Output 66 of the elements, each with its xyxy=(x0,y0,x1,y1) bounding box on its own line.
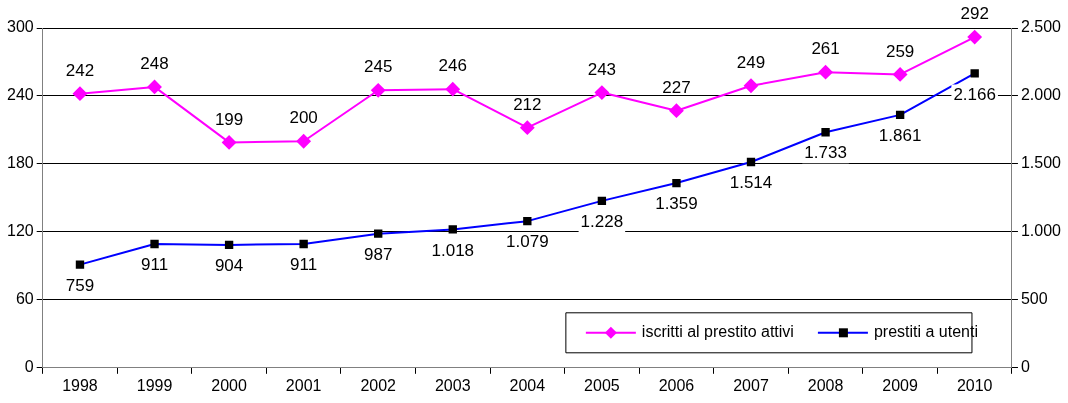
y2-tick-label: 0 xyxy=(1020,358,1030,376)
point xyxy=(72,86,87,101)
data-label: 259 xyxy=(885,41,915,61)
x-tick-label: 2008 xyxy=(807,376,844,394)
x-tick-label: 2007 xyxy=(733,376,769,394)
x-tick-label: 2002 xyxy=(360,376,397,394)
point xyxy=(147,79,162,94)
data-label: 212 xyxy=(513,94,542,114)
y2-tick-label: 2.000 xyxy=(1020,86,1062,104)
data-label: 1.359 xyxy=(655,194,698,214)
legend-label: iscritti al prestito attivi xyxy=(641,323,794,341)
data-label: 199 xyxy=(214,109,244,129)
point xyxy=(520,120,535,135)
point xyxy=(967,30,982,45)
data-label: 227 xyxy=(662,77,691,97)
point xyxy=(594,85,609,100)
point xyxy=(893,67,908,82)
y-tick-label: 180 xyxy=(6,154,34,172)
data-label: 911 xyxy=(140,255,169,275)
data-label: 246 xyxy=(438,56,467,76)
data-label: 249 xyxy=(736,52,766,72)
y-tick-label: 60 xyxy=(15,290,34,308)
x-tick-label: 2009 xyxy=(882,376,919,394)
data-label: 245 xyxy=(364,57,393,77)
y-tick-label: 120 xyxy=(6,222,34,240)
data-label: 1.514 xyxy=(729,173,773,193)
data-label: 1.733 xyxy=(804,143,847,163)
data-label: 292 xyxy=(960,4,989,24)
x-tick-label: 1999 xyxy=(136,376,173,394)
data-label: 243 xyxy=(587,59,617,79)
y-tick-label: 240 xyxy=(6,86,34,104)
data-label: 904 xyxy=(214,256,244,276)
y2-tick-label: 500 xyxy=(1020,290,1048,308)
legend-label: prestiti a utenti xyxy=(873,323,978,341)
y-tick-label: 300 xyxy=(6,18,34,36)
data-label: 2.166 xyxy=(953,84,996,104)
data-label: 242 xyxy=(65,60,95,80)
x-tick-label: 2010 xyxy=(956,376,993,394)
x-tick-label: 2000 xyxy=(211,376,247,394)
data-label: 261 xyxy=(811,39,840,59)
point xyxy=(445,82,460,97)
data-label: 759 xyxy=(65,275,95,295)
y2-tick-label: 1.500 xyxy=(1020,154,1062,172)
data-label: 911 xyxy=(290,255,318,275)
point xyxy=(371,83,386,98)
x-tick-label: 2004 xyxy=(509,376,546,394)
data-label: 1.228 xyxy=(580,212,624,232)
x-tick-label: 2001 xyxy=(285,376,322,394)
data-label: 1.079 xyxy=(506,232,549,252)
y2-tick-label: 2.500 xyxy=(1020,18,1062,36)
x-tick-label: 2003 xyxy=(434,376,471,394)
data-label: 1.861 xyxy=(878,126,922,146)
x-tick-label: 1998 xyxy=(62,376,98,394)
point xyxy=(818,65,833,80)
y-tick-label: 0 xyxy=(24,358,34,376)
point xyxy=(296,134,311,149)
data-label: 200 xyxy=(289,108,318,128)
x-tick-label: 2006 xyxy=(658,376,695,394)
point xyxy=(222,135,237,150)
point xyxy=(744,78,759,93)
point xyxy=(669,103,684,118)
y2-tick-label: 1.000 xyxy=(1020,222,1062,240)
data-label: 248 xyxy=(140,54,169,74)
data-label: 1.018 xyxy=(431,240,475,260)
data-label: 987 xyxy=(364,244,393,264)
x-tick-label: 2005 xyxy=(584,376,620,394)
